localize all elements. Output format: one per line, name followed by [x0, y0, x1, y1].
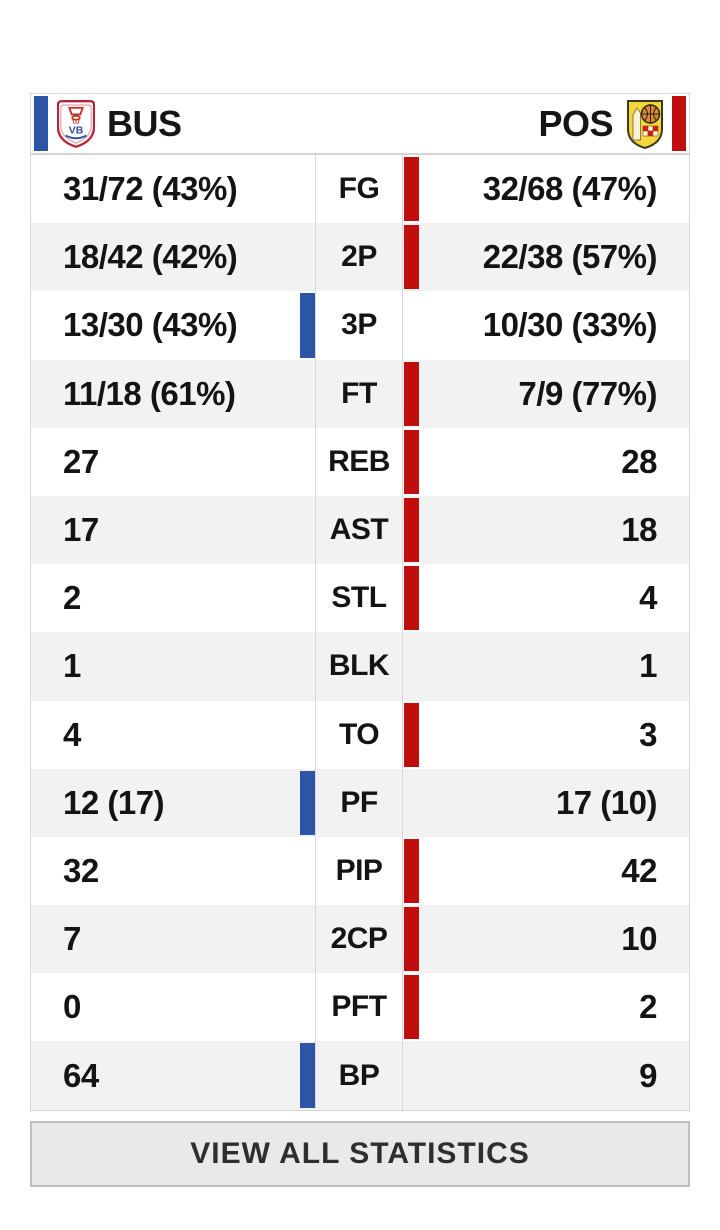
stat-row: 18/42 (42%) 2P 22/38 (57%) [31, 223, 689, 292]
away-stat-value: 42 [621, 851, 657, 889]
stat-row: 27 REB 28 [31, 427, 689, 496]
away-leader-bar [404, 702, 419, 767]
stat-row: 0 PFT 2 [31, 973, 689, 1042]
away-leader-bar [404, 838, 419, 904]
away-accent-bar [672, 96, 686, 151]
home-stat-value: 32 [63, 851, 99, 889]
away-leader-bar [404, 157, 419, 222]
stat-label: STL [315, 564, 403, 633]
home-stat-value: 13/30 (43%) [63, 306, 238, 344]
away-leader-bar [404, 429, 419, 494]
stat-row: 12 (17) PF 17 (10) [31, 768, 689, 837]
svg-text:VB: VB [69, 125, 84, 136]
away-stat-value: 1 [639, 647, 657, 685]
home-stat-value: 0 [63, 988, 81, 1026]
away-stat-value: 10 [621, 920, 657, 958]
home-leader-bar [300, 770, 315, 835]
stat-row: 1 BLK 1 [31, 632, 689, 701]
home-leader-bar [300, 1043, 315, 1108]
home-stat-value: 27 [63, 442, 99, 480]
stat-row: 13/30 (43%) 3P 10/30 (33%) [31, 291, 689, 360]
view-all-statistics-button[interactable]: VIEW ALL STATISTICS [30, 1120, 690, 1187]
away-stat-value: 32/68 (47%) [482, 170, 658, 208]
home-stat-value: 7 [63, 920, 81, 958]
home-accent-bar [34, 96, 48, 151]
away-stat-value: 28 [621, 442, 657, 480]
home-team-code: BUS [107, 102, 182, 144]
home-stat-value: 17 [63, 511, 99, 549]
stats-table: 31/72 (43%) FG 32/68 (47%) 18/42 (42%) 2… [31, 155, 689, 1110]
home-team[interactable]: VB BUS [57, 99, 182, 148]
away-stat-value: 17 (10) [555, 783, 658, 821]
home-stat-value: 64 [63, 1056, 99, 1094]
stats-widget: VB BUS POS [30, 93, 690, 1111]
home-leader-bar [300, 293, 315, 358]
stats-header: VB BUS POS [31, 94, 689, 155]
stat-row: 4 TO 3 [31, 700, 689, 769]
stat-label: BLK [315, 632, 403, 701]
stat-label: 2CP [315, 905, 403, 974]
away-stat-value: 18 [621, 511, 657, 549]
away-leader-bar [404, 566, 419, 631]
stat-label: TO [315, 700, 403, 769]
stat-label: PF [315, 768, 403, 837]
stat-label: PFT [315, 973, 403, 1042]
stat-row: 11/18 (61%) FT 7/9 (77%) [31, 359, 689, 428]
away-stat-value: 10/30 (33%) [482, 306, 658, 344]
home-stat-value: 11/18 (61%) [63, 374, 236, 412]
away-leader-bar [404, 361, 419, 426]
home-stat-value: 1 [63, 647, 81, 685]
stat-row: 31/72 (43%) FG 32/68 (47%) [31, 155, 689, 224]
stat-label: REB [315, 427, 403, 496]
stat-label: AST [315, 495, 403, 565]
away-stat-value: 9 [639, 1056, 657, 1094]
stat-row: 32 PIP 42 [31, 836, 689, 906]
stat-label: FT [315, 359, 403, 428]
away-leader-bar [404, 497, 419, 563]
stat-label: PIP [315, 836, 403, 906]
away-stat-value: 3 [639, 715, 657, 753]
away-leader-bar [404, 975, 419, 1040]
stat-label: BP [315, 1041, 403, 1110]
away-stat-value: 7/9 (77%) [518, 374, 657, 412]
home-team-crest-icon: VB [57, 99, 95, 148]
stat-label: 2P [315, 223, 403, 292]
away-team-code: POS [538, 102, 613, 144]
stat-row: 17 AST 18 [31, 495, 689, 565]
home-stat-value: 31/72 (43%) [63, 170, 238, 208]
away-stat-value: 4 [639, 579, 657, 617]
away-stat-value: 2 [639, 988, 657, 1026]
stat-row: 7 2CP 10 [31, 905, 689, 974]
home-stat-value: 12 (17) [63, 783, 165, 821]
away-leader-bar [404, 225, 419, 290]
stat-label: 3P [315, 291, 403, 360]
away-team-crest-icon [625, 99, 665, 149]
home-stat-value: 4 [63, 715, 81, 753]
away-team[interactable]: POS [538, 99, 665, 149]
away-stat-value: 22/38 (57%) [482, 238, 658, 276]
stat-row: 2 STL 4 [31, 564, 689, 633]
stat-label: FG [315, 155, 403, 224]
away-leader-bar [404, 907, 419, 972]
home-stat-value: 18/42 (42%) [63, 238, 238, 276]
home-stat-value: 2 [63, 579, 81, 617]
stat-row: 64 BP 9 [31, 1041, 689, 1110]
